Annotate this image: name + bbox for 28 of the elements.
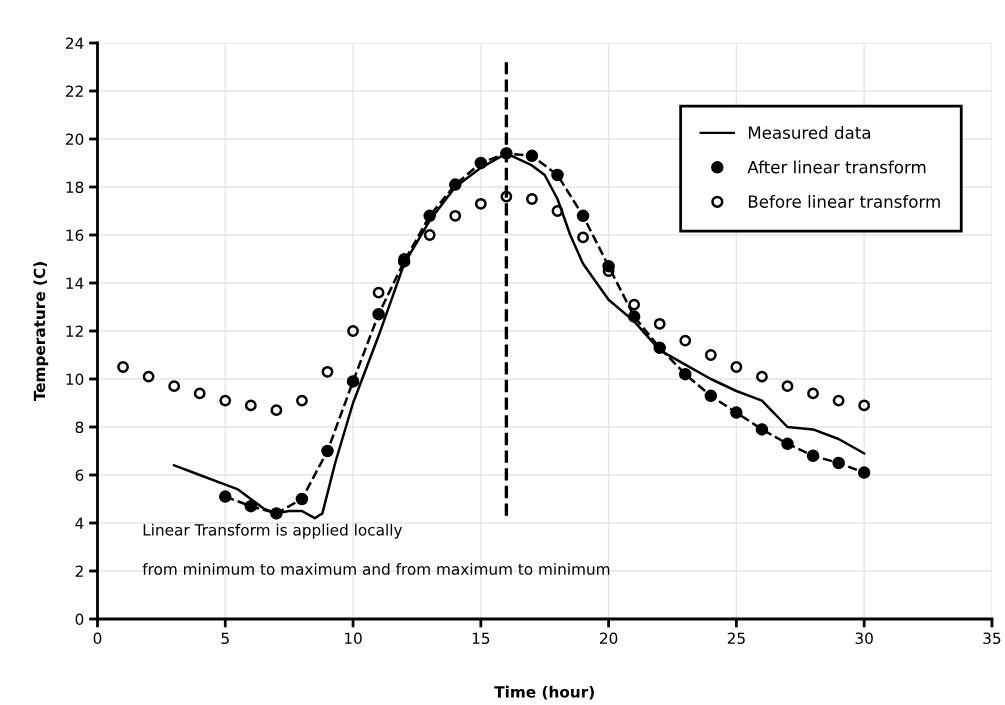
- y-tick-label: 8: [75, 421, 84, 434]
- x-tick-label: 25: [727, 632, 745, 645]
- y-tick-label: 18: [66, 181, 84, 194]
- legend-label: Measured data: [748, 126, 871, 139]
- x-axis-title: Time (hour): [494, 685, 594, 700]
- x-tick-label: 35: [983, 632, 1001, 645]
- y-tick-label: 10: [66, 373, 84, 386]
- y-tick-label: 2: [75, 565, 83, 577]
- y-tick-label: 16: [66, 229, 84, 242]
- y-tick-label: 6: [75, 469, 84, 482]
- y-tick-label: 0: [75, 613, 84, 626]
- annotation: Linear Transform is applied locally: [143, 523, 403, 539]
- y-tick-label: 22: [65, 85, 83, 97]
- x-tick-label: 0: [93, 632, 102, 645]
- x-tick-label: 15: [472, 632, 490, 645]
- x-tick-label: 5: [221, 632, 229, 645]
- y-tick-label: 14: [66, 277, 84, 289]
- y-tick-label: 4: [75, 517, 84, 529]
- y-axis-title: Temperature (C): [33, 262, 49, 402]
- legend-label: After linear transform: [747, 160, 926, 174]
- x-tick-label: 20: [600, 632, 618, 645]
- annotation: from minimum to maximum and from maximum to minimum: [142, 563, 610, 575]
- y-tick-label: 12: [66, 325, 83, 337]
- y-tick-label: 20: [65, 133, 84, 146]
- x-tick-label: 30: [855, 632, 873, 645]
- legend-label: Before linear transform: [748, 194, 940, 208]
- y-tick-label: 24: [65, 37, 84, 49]
- x-tick-label: 10: [345, 632, 362, 645]
